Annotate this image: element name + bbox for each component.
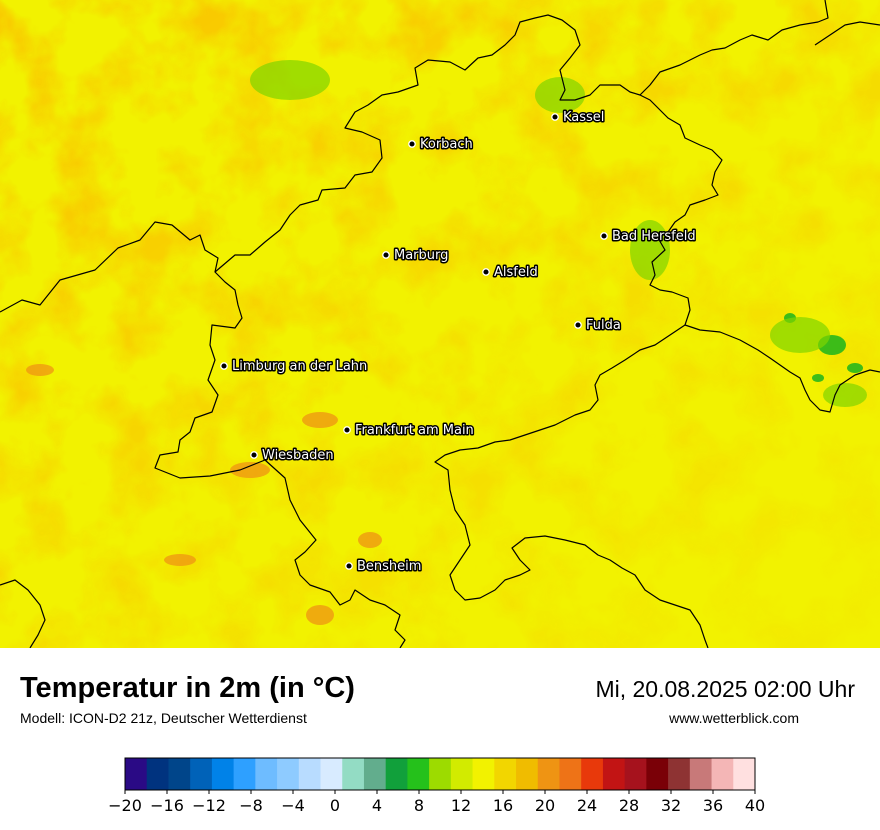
legend-tick-label: −16 <box>150 796 184 815</box>
city-dot <box>574 321 582 329</box>
legend-swatch <box>233 758 256 790</box>
color-legend: −20 −16 −12 −8 −4 0 4 8 12 16 20 24 28 32 36 40 <box>105 757 775 823</box>
city-bensheim: Bensheim <box>345 558 423 576</box>
legend-tick-label: 16 <box>493 796 513 815</box>
website-link[interactable]: www.wetterblick.com <box>669 710 799 726</box>
legend-swatch <box>559 758 582 790</box>
cool-spots-light <box>250 60 867 407</box>
city-dot <box>551 113 559 121</box>
legend-swatch <box>668 758 691 790</box>
city-korbach: Korbach <box>408 136 474 154</box>
city-limburg-an-der-lahn: Limburg an der Lahn <box>220 358 369 376</box>
map-title: Temperatur in 2m (in °C) <box>20 672 355 704</box>
legend-swatch <box>624 758 647 790</box>
city-dot <box>600 232 608 240</box>
city-bad-hersfeld: Bad Hersfeld <box>600 228 697 246</box>
legend-swatch <box>298 758 322 790</box>
temperature-map: Kassel Korbach Bad Hersfeld Marburg Alsfeld F… <box>0 0 880 648</box>
legend-tick-label: 4 <box>372 796 382 815</box>
forecast-datetime: Mi, 20.08.2025 02:00 Uhr <box>595 676 855 702</box>
city-dot <box>382 251 390 259</box>
city-marburg: Marburg <box>382 247 450 265</box>
legend-swatch <box>450 758 474 790</box>
legend-swatch <box>646 758 669 790</box>
legend-swatch <box>168 758 191 790</box>
legend-swatch <box>711 758 734 790</box>
city-dot <box>482 268 490 276</box>
city-dot <box>220 362 228 370</box>
legend-swatch <box>537 758 560 790</box>
legend-swatch <box>363 758 387 790</box>
legend-tick-label: 36 <box>703 796 723 815</box>
legend-swatch <box>581 758 604 790</box>
city-alsfeld: Alsfeld <box>482 264 539 282</box>
legend-swatch <box>211 758 235 790</box>
city-wiesbaden: Wiesbaden <box>250 447 335 465</box>
legend-tick-label: −20 <box>108 796 142 815</box>
legend-tick-label: 8 <box>414 796 424 815</box>
legend-frame <box>124 757 756 791</box>
legend-swatch <box>472 758 495 790</box>
legend-swatch <box>146 758 169 790</box>
legend-tick-label: 32 <box>661 796 681 815</box>
city-dot <box>343 426 351 434</box>
city-label: Bad Hersfeld <box>612 229 696 244</box>
city-label: Limburg an der Lahn <box>232 359 367 374</box>
city-fulda: Fulda <box>574 317 622 335</box>
city-dot <box>250 451 258 459</box>
city-label: Wiesbaden <box>262 448 334 463</box>
legend-swatch <box>277 758 300 790</box>
city-label: Korbach <box>420 137 473 152</box>
legend-tick-label: 0 <box>330 796 340 815</box>
legend-swatch <box>342 758 365 790</box>
state-border <box>0 221 406 648</box>
legend-swatch <box>689 758 713 790</box>
legend-tick-label: −12 <box>192 796 226 815</box>
city-dot <box>408 140 416 148</box>
state-border-sw <box>0 579 46 648</box>
city-label: Marburg <box>394 248 448 263</box>
city-label: Frankfurt am Main <box>355 423 474 438</box>
legend-swatch <box>320 758 343 790</box>
state-border-east <box>639 94 880 413</box>
city-kassel: Kassel <box>551 109 606 127</box>
city-label: Kassel <box>563 110 604 125</box>
city-label: Bensheim <box>357 559 421 574</box>
legend-tick-label: 28 <box>619 796 639 815</box>
legend-swatch <box>602 758 626 790</box>
city-dot <box>345 562 353 570</box>
legend-swatch <box>733 758 756 790</box>
legend-tick-label: 20 <box>535 796 555 815</box>
warm-spots <box>26 364 382 625</box>
state-border-se <box>434 324 709 648</box>
city-frankfurt-am-main: Frankfurt am Main <box>343 422 475 440</box>
legend-swatch <box>429 758 452 790</box>
legend-swatch <box>494 758 517 790</box>
city-label: Fulda <box>586 318 621 333</box>
legend-tick-label: 40 <box>745 796 765 815</box>
city-label: Alsfeld <box>494 265 538 280</box>
legend-tick-label: −8 <box>239 796 263 815</box>
legend-swatch <box>516 758 539 790</box>
legend-swatch <box>190 758 213 790</box>
legend-tick-label: 24 <box>577 796 597 815</box>
city-markers: Kassel Korbach Bad Hersfeld Marburg Alsfeld F… <box>220 109 697 576</box>
legend-swatch <box>407 758 430 790</box>
legend-swatch <box>125 758 148 790</box>
legend-tick-label: −4 <box>281 796 305 815</box>
legend-tick-label: 12 <box>451 796 471 815</box>
legend-swatch <box>385 758 408 790</box>
model-source: Modell: ICON-D2 21z, Deutscher Wetterdie… <box>20 710 307 726</box>
legend-swatch <box>255 758 278 790</box>
state-border-north <box>214 0 829 273</box>
state-border-ne <box>814 21 880 46</box>
